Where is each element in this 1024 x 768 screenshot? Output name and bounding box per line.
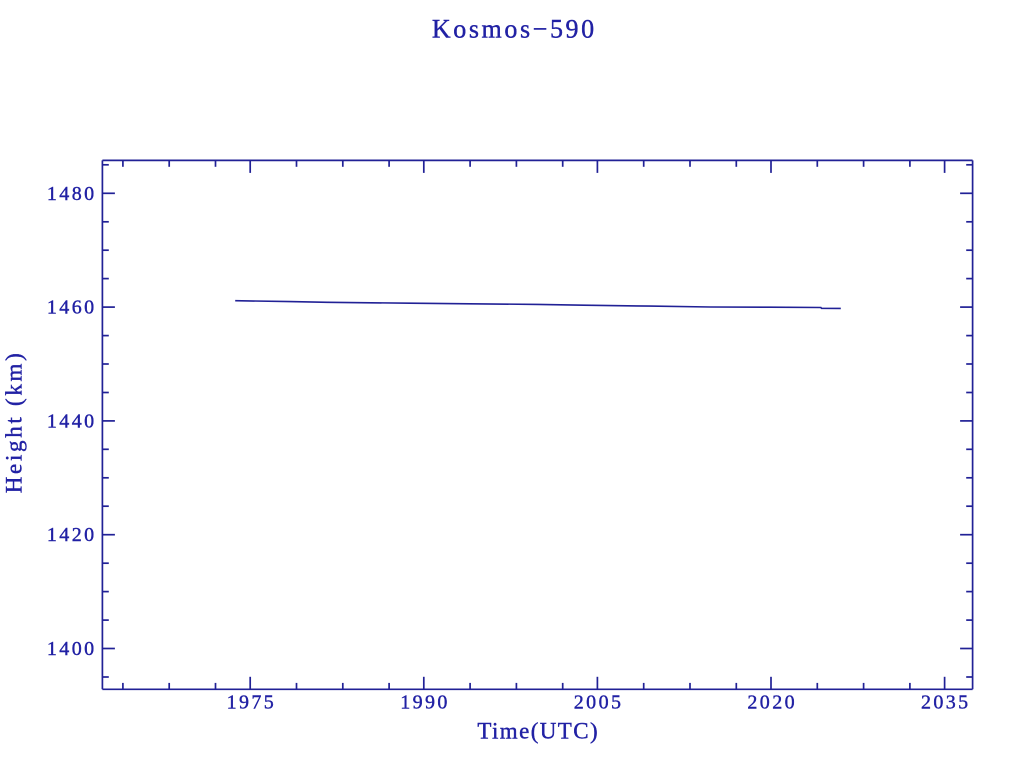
svg-text:1990: 1990 bbox=[400, 692, 450, 714]
svg-text:Time(UTC): Time(UTC) bbox=[477, 719, 599, 744]
svg-text:2035: 2035 bbox=[921, 692, 971, 714]
svg-text:1460: 1460 bbox=[47, 297, 97, 319]
svg-text:1480: 1480 bbox=[47, 183, 97, 205]
svg-text:Kosmos−590: Kosmos−590 bbox=[432, 15, 597, 44]
svg-text:2020: 2020 bbox=[747, 692, 797, 714]
svg-text:1400: 1400 bbox=[47, 638, 97, 660]
svg-text:1975: 1975 bbox=[227, 692, 277, 714]
svg-text:1440: 1440 bbox=[47, 410, 97, 432]
svg-text:1420: 1420 bbox=[47, 524, 97, 546]
svg-text:Height (km): Height (km) bbox=[2, 351, 27, 494]
svg-text:2005: 2005 bbox=[574, 692, 624, 714]
